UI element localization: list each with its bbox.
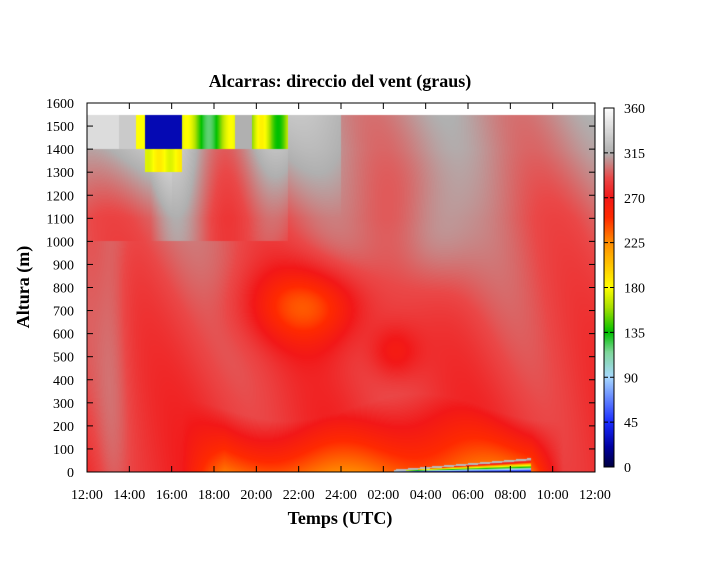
chart-title: Alcarras: direccio del vent (graus) bbox=[209, 71, 472, 92]
x-tick-label: 10:00 bbox=[537, 488, 569, 503]
y-axis-label: Altura (m) bbox=[13, 246, 34, 328]
y-tick-label: 800 bbox=[53, 282, 74, 297]
colorbar-tick-label: 0 bbox=[624, 461, 631, 476]
colorbar-tick-label: 180 bbox=[624, 282, 645, 297]
x-tick-label: 22:00 bbox=[283, 488, 315, 503]
colorbar-tick-label: 315 bbox=[624, 147, 645, 162]
y-axis: 0 100 200 300 400 500 600 700 800 900 1000 1100 1200… bbox=[46, 97, 595, 481]
x-tick-label: 06:00 bbox=[452, 488, 484, 503]
x-tick-label: 02:00 bbox=[367, 488, 399, 503]
y-tick-label: 1000 bbox=[46, 235, 74, 250]
y-tick-label: 1500 bbox=[46, 120, 74, 135]
x-tick-label: 24:00 bbox=[325, 488, 357, 503]
y-tick-label: 500 bbox=[53, 351, 74, 366]
y-tick-label: 400 bbox=[53, 374, 74, 389]
x-tick-label: 08:00 bbox=[494, 488, 526, 503]
y-tick-label: 600 bbox=[53, 328, 74, 343]
plot-area bbox=[86, 102, 596, 473]
colorbar-tick-label: 225 bbox=[624, 237, 645, 252]
y-tick-label: 100 bbox=[53, 443, 74, 458]
y-tick-label: 0 bbox=[67, 466, 74, 481]
x-tick-label: 12:00 bbox=[579, 488, 611, 503]
y-tick-label: 700 bbox=[53, 305, 74, 320]
y-tick-label: 1100 bbox=[47, 212, 74, 227]
x-tick-label: 18:00 bbox=[198, 488, 230, 503]
colorbar-tick-label: 90 bbox=[624, 371, 638, 386]
y-tick-label: 900 bbox=[53, 258, 74, 273]
y-tick-label: 1200 bbox=[46, 189, 74, 204]
x-tick-label: 12:00 bbox=[71, 488, 103, 503]
x-tick-label: 20:00 bbox=[240, 488, 272, 503]
colorbar: 0 45 90 135 180 225 270 315 360 bbox=[603, 102, 645, 476]
x-axis-label: Temps (UTC) bbox=[288, 508, 393, 529]
x-tick-label: 04:00 bbox=[410, 488, 442, 503]
x-tick-label: 14:00 bbox=[113, 488, 145, 503]
colorbar-tick-label: 360 bbox=[624, 102, 645, 117]
colorbar-tick-label: 135 bbox=[624, 326, 645, 341]
y-tick-label: 1300 bbox=[46, 166, 74, 181]
y-tick-label: 200 bbox=[53, 420, 74, 435]
colorbar-tick-label: 270 bbox=[624, 192, 645, 207]
y-tick-label: 1600 bbox=[46, 97, 74, 112]
colorbar-gradient bbox=[604, 108, 614, 467]
y-tick-label: 300 bbox=[53, 397, 74, 412]
colorbar-ticks: 0 45 90 135 180 225 270 315 360 bbox=[604, 102, 645, 476]
x-axis: 12:00 14:00 16:00 18:00 20:00 22:00 24:00 02:00… bbox=[71, 103, 611, 503]
heatmap-image bbox=[87, 103, 595, 472]
colorbar-tick-label: 45 bbox=[624, 416, 638, 431]
y-tick-label: 1400 bbox=[46, 143, 74, 158]
x-tick-label: 16:00 bbox=[156, 488, 188, 503]
